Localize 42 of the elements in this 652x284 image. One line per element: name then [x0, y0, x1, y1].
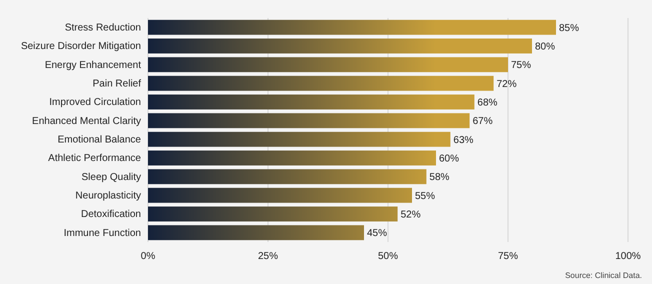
bar — [148, 113, 470, 128]
data-label: 75% — [511, 60, 532, 72]
y-tick-label: Detoxification — [80, 209, 141, 220]
data-label: 55% — [415, 190, 436, 202]
bar — [148, 20, 556, 35]
y-tick-label: Stress Reduction — [64, 22, 141, 34]
x-tick-label: 25% — [258, 251, 278, 262]
bar — [148, 169, 426, 184]
data-label: 80% — [535, 42, 556, 52]
data-label: 85% — [559, 22, 580, 34]
data-label: 68% — [477, 98, 498, 108]
data-label: 45% — [367, 228, 388, 240]
y-tick-label: Pain Relief — [92, 78, 142, 90]
y-tick-label: Seizure Disorder Mitigation — [20, 41, 141, 52]
y-tick-label: Energy Enhancement — [44, 60, 142, 71]
y-tick-label: Neuroplasticity — [75, 190, 141, 202]
x-tick-label: 0% — [140, 251, 156, 262]
data-label: 60% — [439, 154, 460, 164]
bar — [148, 57, 508, 72]
bar — [148, 94, 474, 110]
data-label: 58% — [429, 172, 450, 184]
bar — [148, 225, 364, 240]
y-tick-label: Emotional Balance — [58, 134, 142, 146]
y-tick-label: Sleep Quality — [82, 172, 141, 183]
x-tick-label: 75% — [498, 251, 518, 262]
bar — [148, 132, 450, 147]
data-label: 52% — [400, 210, 421, 220]
y-tick-label: Immune Function — [64, 228, 141, 239]
data-label: 67% — [472, 116, 493, 128]
source-note: Source: Clinical Data. — [565, 271, 642, 280]
y-tick-label: Athletic Performance — [48, 153, 142, 164]
y-tick-label: Enhanced Mental Clarity — [32, 116, 141, 127]
bar — [148, 150, 436, 166]
y-tick-label: Improved Circulation — [49, 97, 141, 108]
data-label: 72% — [496, 78, 517, 90]
data-label: 63% — [453, 134, 474, 146]
bar — [148, 206, 398, 222]
x-tick-label: 100% — [615, 251, 641, 262]
bar — [148, 38, 532, 54]
x-tick-label: 50% — [378, 251, 398, 262]
bar — [148, 76, 494, 91]
bar — [148, 188, 412, 203]
